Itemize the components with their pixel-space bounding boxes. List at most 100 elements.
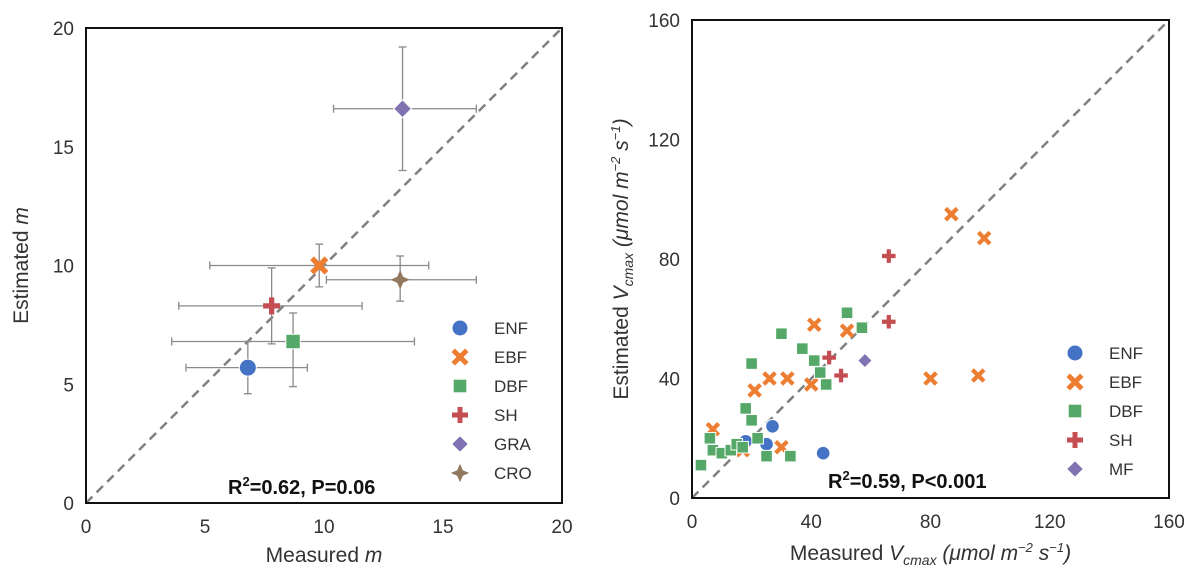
right-y-axis-label: Estimated Vcmax (μmol m−2 s−1): [608, 118, 636, 399]
legend-marker-cro: [450, 463, 470, 483]
point-enf: [815, 445, 831, 461]
point-dbf: [840, 306, 854, 320]
legend-marker-ebf: [1066, 373, 1084, 391]
point-dbf: [739, 402, 752, 415]
point-ebf: [803, 377, 819, 392]
right-legend: ENF EBF DBF SH MF: [1065, 344, 1143, 479]
right-tick-labels: 0 40 80 120 160 0 40 80 120 160: [648, 11, 1185, 533]
right-data-points: [694, 206, 992, 472]
legend-label-sh: SH: [1109, 431, 1133, 450]
point-dbf: [813, 366, 827, 379]
point-ebf: [923, 371, 938, 386]
point-sh: [822, 350, 836, 365]
legend-marker-mf: [1065, 459, 1085, 479]
x-tick-label: 15: [432, 517, 453, 538]
legend-label-enf: ENF: [494, 319, 528, 338]
y-tick-label: 160: [648, 11, 680, 32]
point-ebf: [944, 206, 959, 222]
point-dbf: [703, 431, 717, 445]
x-tick-label: 80: [920, 512, 941, 533]
legend-marker-sh: [1067, 432, 1083, 448]
y-tick-label: 80: [659, 250, 680, 271]
y-tick-label: 0: [669, 489, 680, 510]
left-plot-frame: [85, 27, 563, 504]
point-sh: [881, 249, 896, 263]
point-ebf: [310, 256, 329, 275]
point-dbf: [775, 327, 788, 340]
legend-label-mf: MF: [1109, 460, 1134, 479]
legend-marker-enf: [1066, 344, 1084, 362]
right-one-to-one-line: [691, 19, 1170, 499]
x-tick-label: 20: [551, 517, 572, 538]
point-cro: [390, 269, 410, 290]
point-enf: [765, 419, 780, 434]
y-tick-label: 20: [53, 19, 74, 40]
point-dbf: [751, 431, 764, 445]
point-ebf: [780, 371, 795, 386]
left-x-axis-label: Measured m: [266, 544, 383, 567]
left-error-bars: [171, 46, 477, 395]
point-mf: [857, 352, 873, 369]
legend-label-ebf: EBF: [1109, 373, 1142, 392]
point-dbf: [694, 458, 708, 472]
x-tick-label: 40: [801, 512, 822, 533]
y-tick-label: 0: [63, 494, 74, 515]
left-stat-annotation: R2=0.62, P=0.06: [228, 474, 375, 499]
point-dbf: [807, 354, 821, 367]
x-tick-label: 160: [1153, 512, 1185, 533]
legend-marker-dbf: [452, 378, 468, 394]
left-data-points: [238, 99, 413, 377]
point-dbf: [784, 449, 797, 463]
right-plot: 0 40 80 120 160 0 40 80 120 160 Measured Vcmax (μ…: [608, 11, 1185, 568]
legend-marker-enf: [451, 319, 469, 337]
point-dbf: [819, 378, 833, 391]
legend-label-enf: ENF: [1109, 344, 1143, 363]
left-tick-labels: 0 5 10 15 20 0 5 10 15 20: [53, 19, 573, 538]
y-tick-label: 15: [53, 138, 74, 159]
right-stat-annotation: R2=0.59, P<0.001: [828, 468, 986, 493]
point-dbf: [760, 449, 773, 463]
left-legend: ENF EBF DBF SH GRA CRO: [450, 319, 532, 483]
x-tick-label: 120: [1034, 512, 1066, 533]
y-tick-label: 10: [53, 257, 74, 278]
y-tick-label: 40: [659, 370, 680, 391]
point-enf: [238, 358, 257, 377]
legend-label-sh: SH: [494, 406, 518, 425]
left-y-axis-label: Estimated m: [10, 207, 33, 324]
point-sh: [881, 314, 896, 329]
point-dbf: [796, 342, 809, 355]
legend-label-cro: CRO: [494, 464, 532, 483]
point-dbf: [745, 414, 758, 427]
y-tick-label: 120: [648, 131, 680, 152]
point-ebf: [839, 323, 855, 338]
x-tick-label: 0: [687, 512, 698, 533]
x-tick-label: 0: [81, 517, 92, 538]
point-dbf: [855, 321, 869, 334]
point-ebf: [762, 371, 777, 386]
point-sh: [263, 297, 281, 315]
legend-marker-ebf: [451, 348, 469, 366]
y-tick-label: 5: [63, 375, 74, 396]
point-gra: [392, 99, 413, 119]
point-dbf: [745, 357, 758, 370]
legend-label-ebf: EBF: [494, 348, 527, 367]
legend-label-dbf: DBF: [1109, 402, 1143, 421]
right-plot-frame: [691, 19, 1170, 499]
legend-marker-dbf: [1067, 403, 1083, 419]
legend-marker-sh: [452, 407, 468, 423]
point-sh: [834, 368, 848, 383]
point-dbf: [736, 440, 749, 454]
legend-label-gra: GRA: [494, 435, 532, 454]
x-tick-label: 5: [200, 517, 211, 538]
point-ebf: [970, 368, 986, 383]
point-ebf: [806, 317, 822, 332]
legend-label-dbf: DBF: [494, 377, 528, 396]
point-ebf: [976, 230, 992, 246]
point-dbf: [285, 333, 301, 350]
right-x-axis-label: Measured Vcmax (μmol m−2 s−1): [790, 540, 1071, 568]
point-ebf: [747, 383, 762, 398]
legend-marker-gra: [450, 434, 470, 454]
